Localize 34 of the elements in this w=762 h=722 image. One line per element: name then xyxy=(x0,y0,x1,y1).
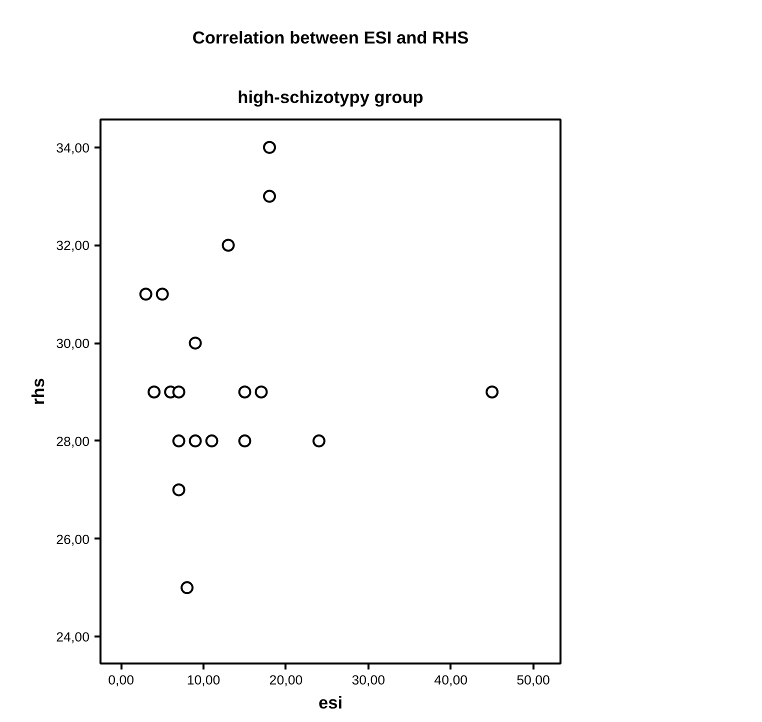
point xyxy=(222,238,235,252)
point xyxy=(262,190,276,203)
x-tick-label: 0,00 xyxy=(108,672,134,688)
chart-title: Correlation between ESI and RHS xyxy=(192,28,469,48)
point xyxy=(148,386,161,398)
y-tick-label: 24,00 xyxy=(56,630,90,645)
point xyxy=(156,288,169,301)
point xyxy=(254,386,268,398)
point xyxy=(188,434,202,448)
y-tick-label: 30,00 xyxy=(56,336,90,352)
y-axis-title: rhs xyxy=(28,378,48,405)
point xyxy=(486,386,499,398)
y-tick-label: 34,00 xyxy=(56,140,90,156)
point xyxy=(238,386,252,398)
y-tick-label: 32,00 xyxy=(56,238,90,254)
point xyxy=(139,288,152,301)
x-tick-label: 10,00 xyxy=(186,672,220,688)
point xyxy=(172,434,186,448)
chart-subtitle: high-schizotypy group xyxy=(238,87,424,107)
point xyxy=(312,434,326,448)
y-tick-label: 28,00 xyxy=(56,434,90,449)
x-axis-title: esi xyxy=(318,692,343,712)
x-tick-label: 40,00 xyxy=(434,672,468,688)
point xyxy=(188,336,202,350)
point xyxy=(172,483,186,496)
x-tick-label: 30,00 xyxy=(352,672,386,688)
point xyxy=(238,434,252,448)
point xyxy=(205,434,218,448)
x-tick-label: 50,00 xyxy=(516,672,550,688)
y-tick-label: 26,00 xyxy=(56,532,90,547)
point xyxy=(180,581,194,594)
point xyxy=(172,386,186,398)
x-tick-label: 20,00 xyxy=(269,672,303,688)
point xyxy=(262,140,276,154)
